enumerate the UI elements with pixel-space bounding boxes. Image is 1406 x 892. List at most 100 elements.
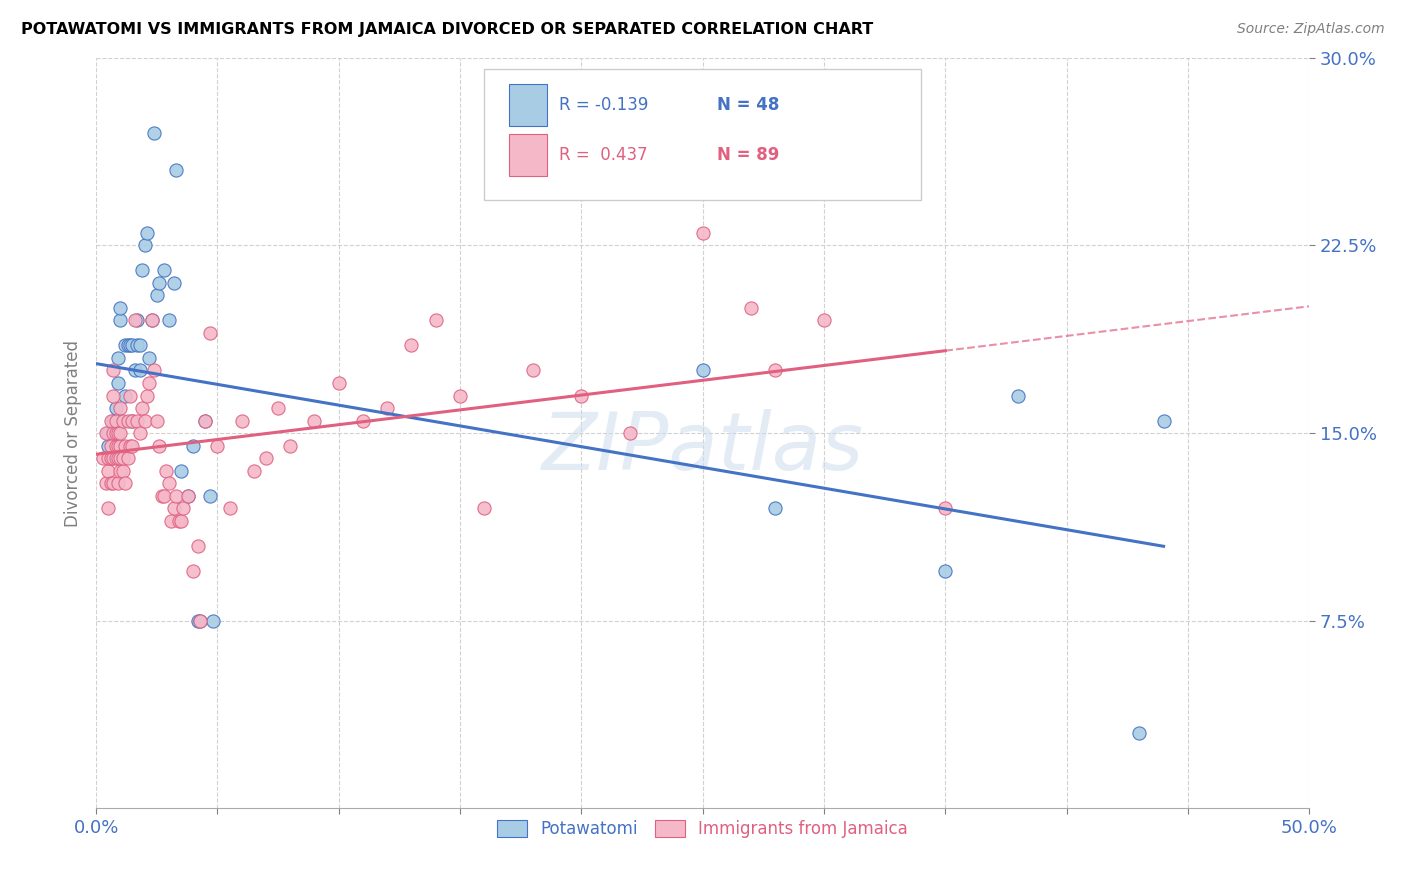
- Point: [97, 464, 120, 478]
- Point: [254, 451, 277, 466]
- Text: ZIPatlas: ZIPatlas: [541, 409, 863, 487]
- Point: [472, 501, 495, 516]
- Point: [569, 388, 592, 402]
- Point: [449, 388, 471, 402]
- Point: [143, 126, 166, 140]
- Point: [218, 501, 240, 516]
- FancyBboxPatch shape: [509, 135, 547, 177]
- Point: [375, 401, 398, 415]
- Point: [134, 413, 156, 427]
- Point: [120, 338, 142, 352]
- Point: [352, 413, 374, 427]
- Point: [111, 413, 134, 427]
- Text: R =  0.437: R = 0.437: [560, 146, 648, 164]
- Point: [114, 439, 136, 453]
- Point: [1128, 726, 1150, 740]
- Point: [201, 614, 224, 628]
- Point: [107, 351, 129, 365]
- Point: [110, 413, 132, 427]
- Point: [243, 464, 266, 478]
- Point: [93, 451, 115, 466]
- Point: [619, 425, 641, 440]
- Point: [104, 413, 127, 427]
- Point: [177, 489, 200, 503]
- Point: [121, 439, 143, 453]
- Point: [138, 376, 160, 390]
- Point: [157, 476, 180, 491]
- Point: [111, 451, 134, 466]
- Point: [267, 401, 290, 415]
- Point: [100, 451, 122, 466]
- Point: [143, 363, 166, 377]
- Point: [131, 263, 153, 277]
- Point: [157, 313, 180, 327]
- Point: [138, 351, 160, 365]
- Point: [107, 439, 129, 453]
- Point: [127, 313, 149, 327]
- Point: [194, 413, 217, 427]
- Point: [101, 451, 124, 466]
- Point: [94, 425, 117, 440]
- Point: [107, 376, 129, 390]
- Point: [153, 489, 176, 503]
- Point: [155, 464, 177, 478]
- Point: [124, 313, 146, 327]
- Point: [97, 439, 120, 453]
- Point: [181, 564, 204, 578]
- Point: [101, 413, 124, 427]
- Point: [163, 276, 186, 290]
- Point: [148, 439, 170, 453]
- Point: [148, 276, 170, 290]
- Point: [117, 451, 139, 466]
- Point: [100, 413, 122, 427]
- Point: [401, 338, 423, 352]
- Point: [181, 439, 204, 453]
- Point: [425, 313, 447, 327]
- Point: [114, 338, 136, 352]
- Point: [190, 614, 212, 628]
- Point: [934, 501, 956, 516]
- Point: [100, 451, 122, 466]
- Point: [94, 476, 117, 491]
- Point: [110, 301, 132, 315]
- Point: [187, 539, 209, 553]
- Point: [128, 338, 150, 352]
- Point: [231, 413, 253, 427]
- Point: [121, 413, 143, 427]
- Point: [101, 363, 124, 377]
- Point: [121, 338, 143, 352]
- Point: [127, 338, 149, 352]
- Point: [692, 363, 714, 377]
- Point: [107, 476, 129, 491]
- Point: [165, 489, 187, 503]
- Point: [136, 388, 159, 402]
- Point: [763, 501, 786, 516]
- Point: [134, 238, 156, 252]
- Text: N = 48: N = 48: [717, 96, 779, 114]
- Point: [170, 514, 193, 528]
- Point: [110, 313, 132, 327]
- Point: [1153, 413, 1175, 427]
- Point: [522, 363, 544, 377]
- Point: [145, 288, 167, 302]
- Point: [120, 388, 142, 402]
- Point: [187, 614, 209, 628]
- Point: [304, 413, 326, 427]
- Point: [120, 439, 142, 453]
- Point: [124, 363, 146, 377]
- Point: [128, 363, 150, 377]
- Point: [110, 464, 132, 478]
- Point: [934, 564, 956, 578]
- Text: POTAWATOMI VS IMMIGRANTS FROM JAMAICA DIVORCED OR SEPARATED CORRELATION CHART: POTAWATOMI VS IMMIGRANTS FROM JAMAICA DI…: [21, 22, 873, 37]
- Point: [107, 451, 129, 466]
- Point: [136, 226, 159, 240]
- Point: [190, 614, 212, 628]
- Point: [107, 425, 129, 440]
- Point: [160, 514, 183, 528]
- FancyBboxPatch shape: [509, 84, 547, 126]
- Point: [104, 425, 127, 440]
- Text: R = -0.139: R = -0.139: [560, 96, 648, 114]
- Point: [177, 489, 200, 503]
- Point: [110, 425, 132, 440]
- Point: [278, 439, 301, 453]
